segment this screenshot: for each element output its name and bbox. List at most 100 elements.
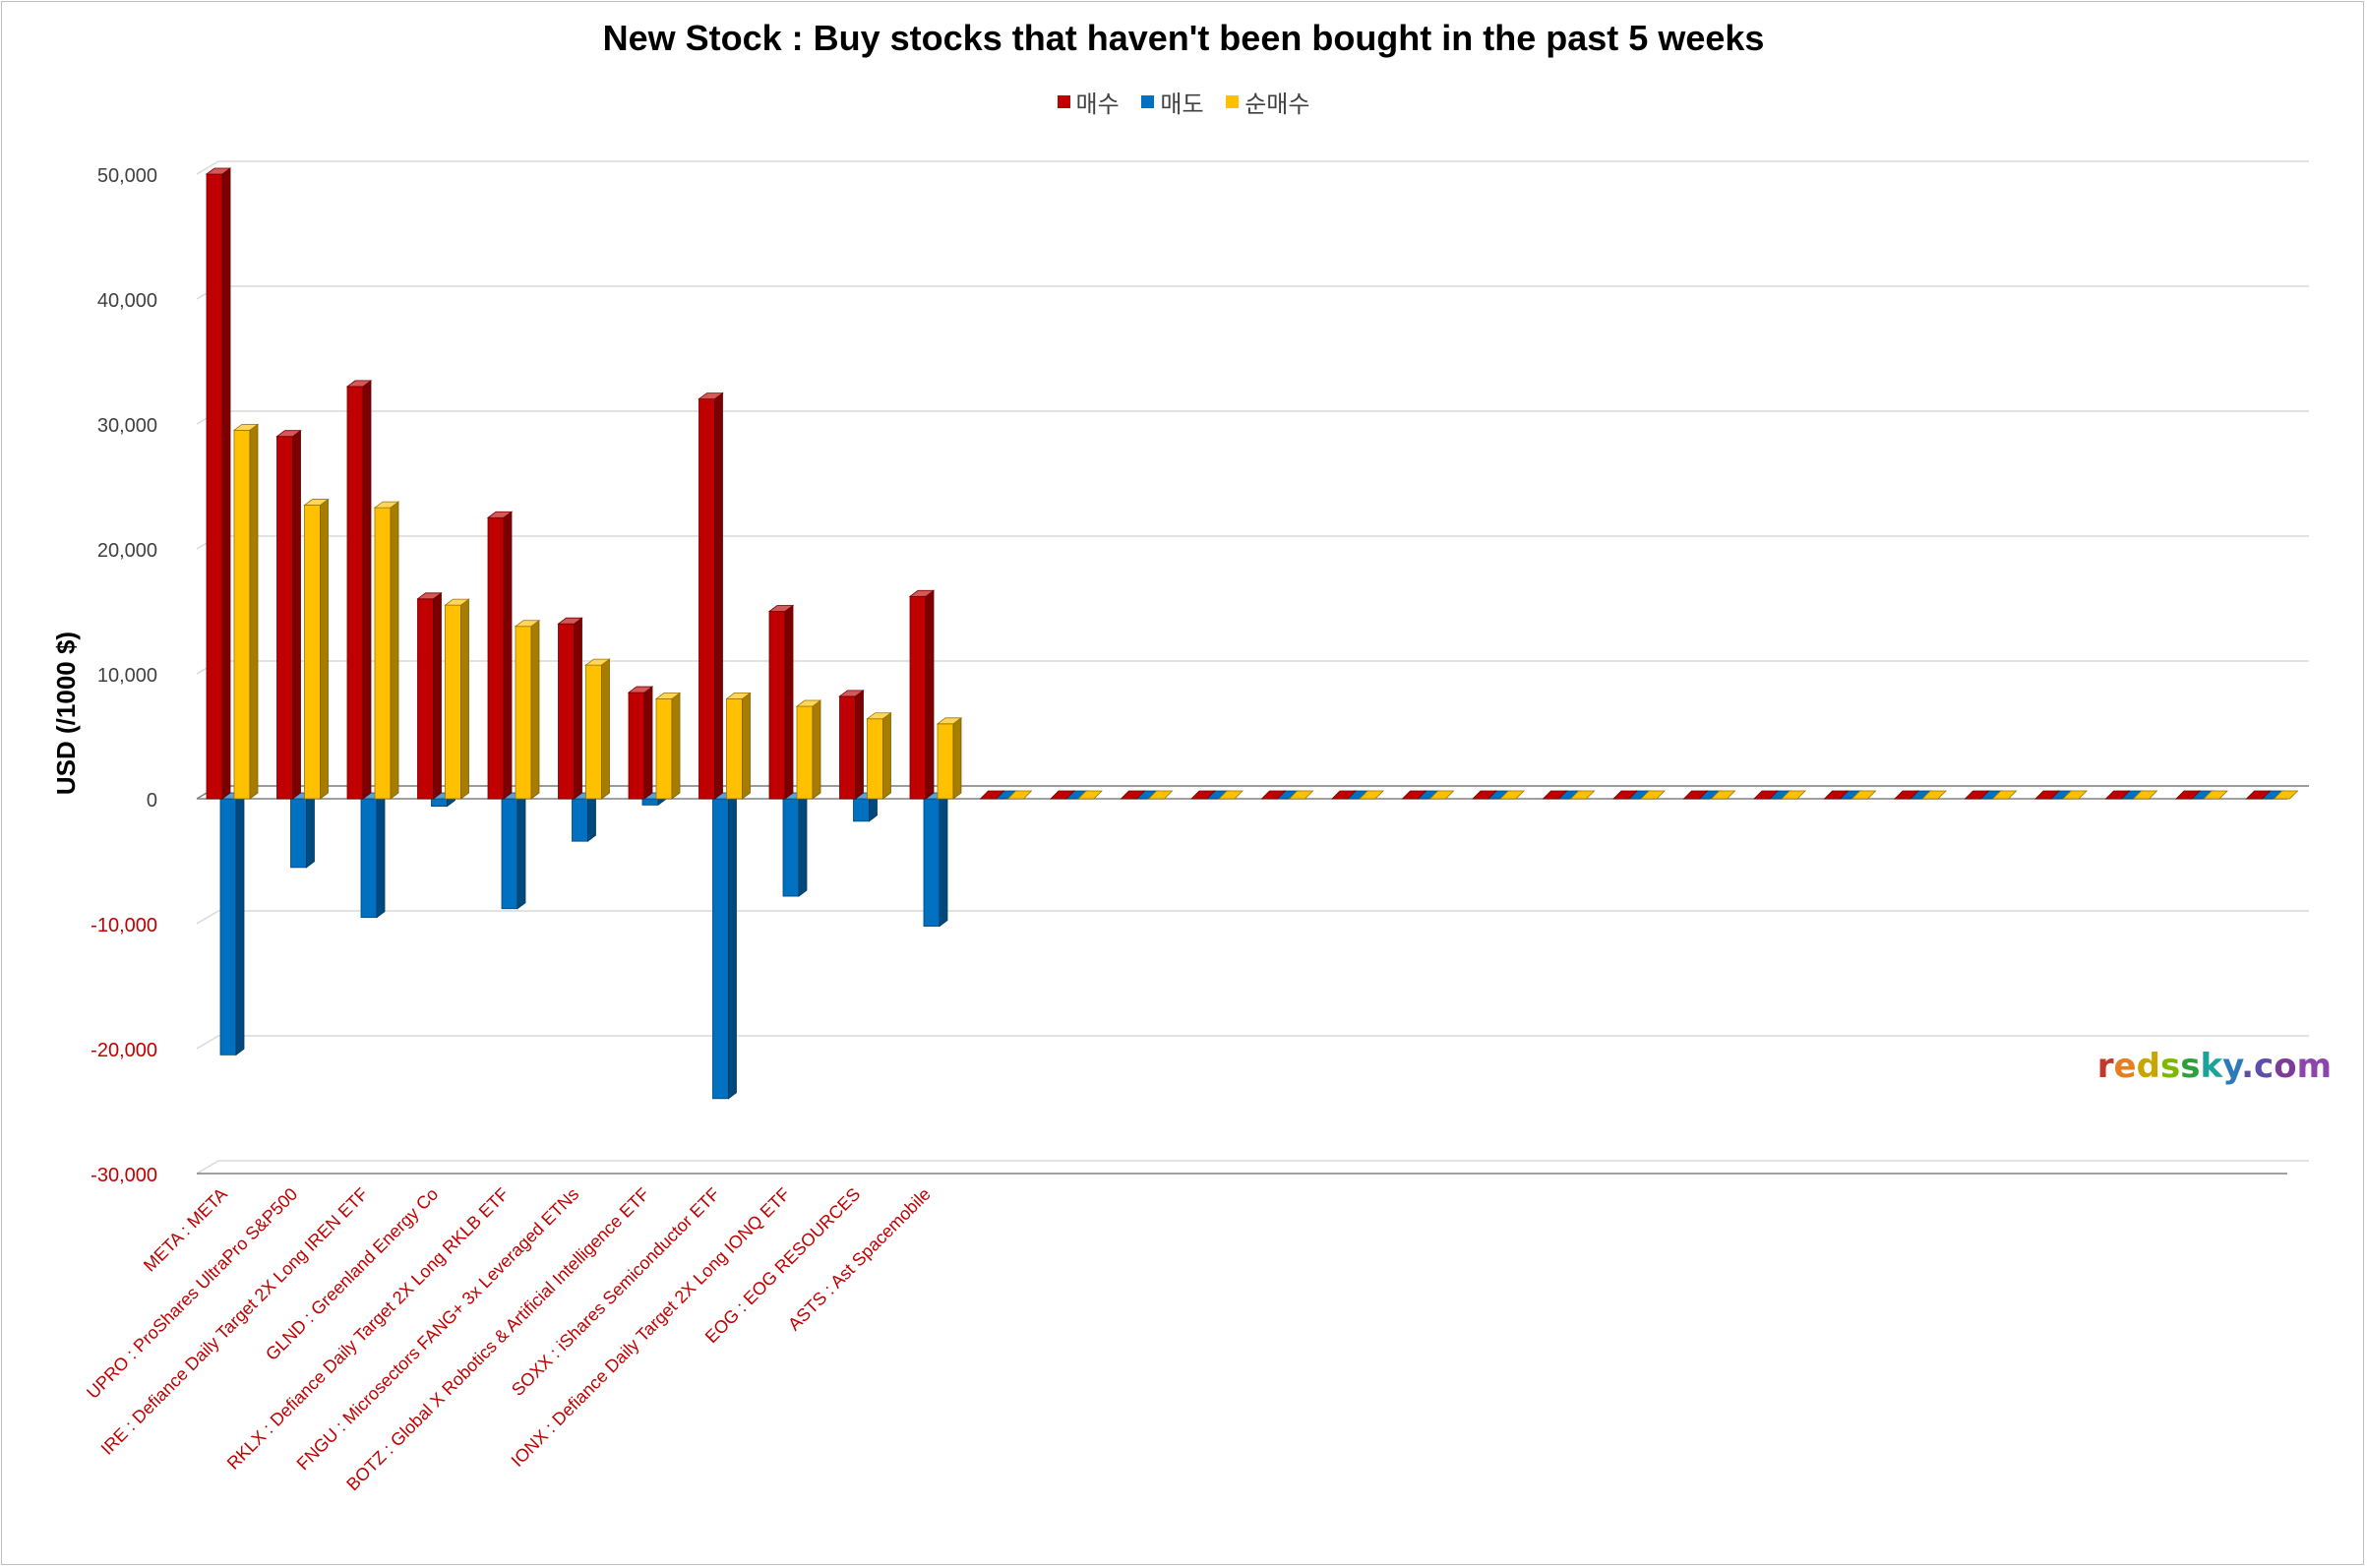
legend-label-net: 순매수: [1244, 91, 1310, 118]
bar-net: [584, 658, 611, 800]
watermark-letter: k: [2200, 1047, 2223, 1086]
bar-net-zero: [1147, 790, 1174, 800]
bar-net-zero: [1006, 790, 1033, 800]
bar-net-zero: [1359, 790, 1384, 800]
gridline: [196, 1035, 2309, 1050]
legend-swatch-buy: [1057, 95, 1070, 108]
chart-title: New Stock : Buy stocks that haven't been…: [602, 18, 1765, 58]
y-tick-label: 10,000: [97, 665, 157, 687]
bar-buy: [767, 604, 795, 800]
bar-buy-zero: [979, 790, 1005, 800]
gridline: [196, 410, 2309, 425]
bar-net-zero: [1781, 790, 1806, 800]
watermark-logo: redssky.com: [2097, 1047, 2332, 1086]
bar-net-zero: [2132, 790, 2158, 800]
y-tick-label: 30,000: [97, 415, 157, 437]
bar-buy-zero: [1401, 790, 1427, 800]
legend-item-sell: 매도: [1141, 85, 1204, 119]
bar-net-zero: [1991, 790, 2018, 800]
bar-buy-zero: [1331, 790, 1357, 800]
bar-net: [373, 501, 400, 800]
watermark-letter: e: [2113, 1047, 2137, 1086]
bar-sell: [571, 792, 597, 842]
watermark-letter: r: [2096, 1047, 2114, 1086]
bar-buy-zero: [1894, 790, 1919, 800]
bar-sell: [500, 792, 527, 910]
watermark-letter: d: [2136, 1047, 2160, 1086]
gridline: [196, 285, 2309, 300]
bar-buy-zero: [2034, 790, 2060, 800]
bar-buy-zero: [1542, 790, 1568, 800]
bar-buy: [345, 380, 373, 800]
bar-buy: [838, 690, 865, 800]
bar-sell: [711, 792, 738, 1100]
x-category-label: IRE : Defiance Daily Target 2X Long IREN…: [97, 1184, 372, 1459]
bar-buy-zero: [1050, 790, 1075, 800]
bar-net-zero: [1851, 790, 1877, 800]
bar-buy: [275, 429, 302, 800]
gridlines: [196, 160, 2309, 1175]
bar-buy-zero: [2175, 790, 2201, 800]
bar-buy-zero: [1612, 790, 1638, 800]
bar-net: [936, 716, 963, 800]
bar-buy-zero: [1964, 790, 1990, 800]
gridline: [196, 535, 2309, 550]
bar-buy: [627, 686, 654, 800]
gridline: [196, 160, 2309, 175]
bar-net: [444, 598, 470, 800]
bar-net-zero: [1921, 790, 1947, 800]
y-tick-label: -20,000: [91, 1040, 157, 1061]
bar-buy: [416, 591, 443, 800]
bar-buy-zero: [2104, 790, 2131, 800]
legend-swatch-sell: [1141, 95, 1155, 108]
watermark-letter: s: [2159, 1047, 2181, 1086]
bar-net-zero: [1640, 790, 1666, 800]
bars: [205, 167, 2299, 1100]
y-tick-label: 0: [147, 790, 157, 812]
bar-buy: [908, 589, 936, 800]
watermark-letter: m: [2296, 1047, 2332, 1086]
watermark-letter: y: [2222, 1047, 2242, 1086]
y-tick-label: -30,000: [91, 1165, 157, 1186]
bar-buy: [486, 511, 514, 800]
bar-net-zero: [1428, 790, 1455, 800]
legend-label-buy: 매수: [1075, 91, 1120, 118]
bar-buy: [557, 617, 583, 800]
bar-sell: [218, 792, 246, 1056]
bar-net: [866, 711, 892, 800]
bar-net-zero: [1569, 790, 1596, 800]
legend-item-net: 순매수: [1226, 85, 1309, 119]
bar-net: [303, 498, 330, 800]
watermark-letter: .: [2241, 1047, 2255, 1086]
bar-buy-zero: [1753, 790, 1779, 800]
legend: 매수 매도 순매수: [0, 85, 2367, 119]
bar-buy-zero: [1260, 790, 1287, 800]
y-tick-label: 40,000: [97, 290, 157, 312]
legend-label-sell: 매도: [1160, 91, 1204, 118]
bar-net-zero: [1218, 790, 1244, 800]
bar-net: [725, 692, 752, 800]
bar-buy-zero: [1120, 790, 1146, 800]
bar-net-zero: [1499, 790, 1525, 800]
x-category-label: ASTS : Ast Spacemobile: [784, 1184, 935, 1335]
bar-buy-zero: [1682, 790, 1709, 800]
y-axis-title: USD (/1000 $): [51, 632, 81, 795]
bar-buy: [205, 167, 232, 800]
bar-buy-zero: [1190, 790, 1216, 800]
bar-net-zero: [1077, 790, 1103, 800]
bar-net: [232, 423, 260, 800]
legend-swatch-net: [1226, 95, 1240, 108]
y-tick-label: 20,000: [97, 540, 157, 562]
gridline: [196, 910, 2309, 925]
bar-sell: [289, 792, 316, 869]
gridline: [196, 1160, 2309, 1175]
bar-net-zero: [1288, 790, 1314, 800]
bar-sell: [922, 792, 949, 928]
bar-buy-zero: [1823, 790, 1850, 800]
bar-net: [654, 692, 682, 800]
y-tick-label: 50,000: [97, 165, 157, 187]
watermark-letter: c: [2254, 1047, 2275, 1086]
bar-net-zero: [2062, 790, 2088, 800]
bar-buy-zero: [2245, 790, 2272, 800]
